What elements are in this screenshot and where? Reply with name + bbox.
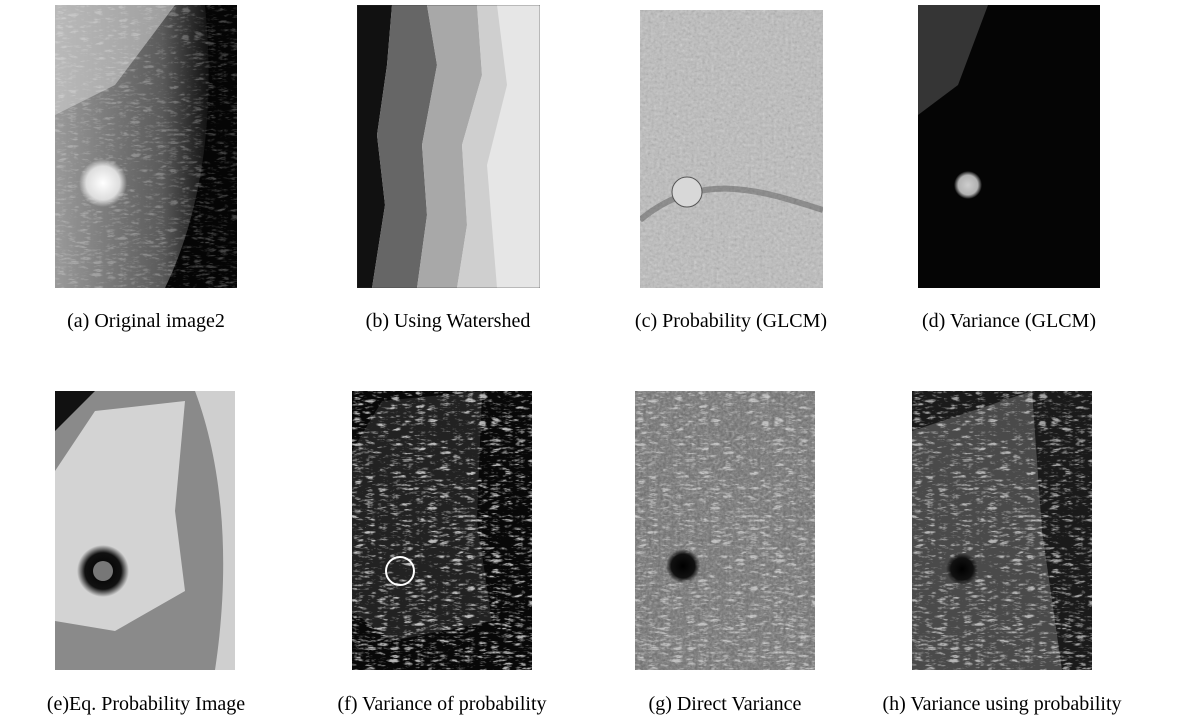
panel-image	[635, 391, 815, 670]
caption: (c) Probability (GLCM)	[581, 310, 881, 333]
caption: (g) Direct Variance	[575, 693, 875, 716]
figure: (a) Original image2 (b) Using Watershed …	[0, 0, 1188, 722]
caption: (a) Original image2	[0, 310, 296, 333]
caption: (e)Eq. Probability Image	[0, 693, 296, 716]
panel-image	[912, 391, 1092, 670]
caption: (b) Using Watershed	[298, 310, 598, 333]
caption: (h) Variance using probability	[852, 693, 1152, 716]
panel-image	[918, 5, 1100, 288]
panel-image	[55, 391, 235, 670]
panel-image	[640, 10, 823, 288]
caption: (d) Variance (GLCM)	[859, 310, 1159, 333]
panel-image	[55, 5, 237, 288]
panel-image	[352, 391, 532, 670]
caption: (f) Variance of probability	[292, 693, 592, 716]
panel-image	[357, 5, 540, 288]
